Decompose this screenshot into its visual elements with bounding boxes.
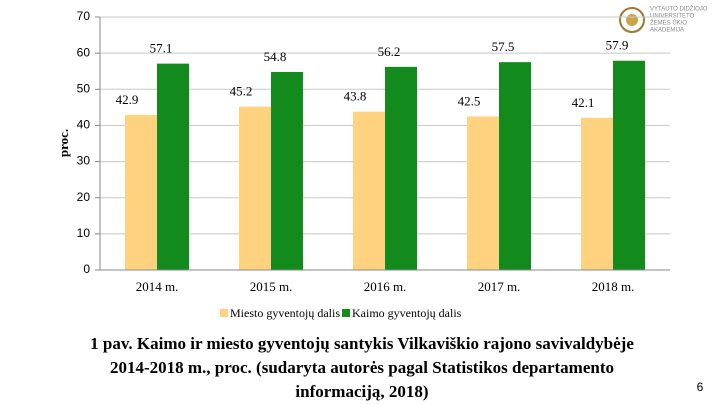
x-tick-label: 2014 m.: [136, 279, 179, 294]
value-label: 42.5: [458, 93, 481, 108]
bar: [385, 66, 417, 271]
value-label: 57.9: [606, 38, 629, 53]
logo: VYTAUTO DIDŽIOJO UNIVERSITETO ŽEMĖS ŪKIO…: [619, 5, 708, 34]
bar: [157, 63, 189, 271]
y-tick-label: 10: [77, 226, 91, 240]
bar: [353, 111, 385, 271]
value-label: 57.1: [150, 41, 173, 56]
value-label: 57.5: [492, 39, 515, 54]
y-tick-label: 40: [77, 118, 91, 132]
caption: 2014-2018 m., proc. (sudaryta autorės pa…: [110, 358, 614, 377]
legend-label: Miesto gyventojų dalis: [230, 306, 340, 320]
bar: [613, 60, 645, 271]
bar: [581, 117, 613, 271]
y-tick-label: 20: [77, 190, 91, 204]
caption: 1 pav. Kaimo ir miesto gyventojų santyki…: [90, 334, 634, 353]
bar: [467, 116, 499, 271]
value-label: 42.1: [572, 95, 595, 110]
logo-text: AKADEMIJA: [650, 28, 684, 34]
y-axis-label: proc.: [56, 129, 71, 157]
logo-seal: [619, 7, 645, 33]
value-label: 45.2: [230, 84, 253, 99]
legend-swatch: [342, 309, 350, 317]
y-tick-label: 70: [77, 9, 91, 23]
bar: [125, 114, 157, 270]
bar: [271, 71, 303, 271]
legend-swatch: [220, 309, 228, 317]
logo-text: UNIVERSITETO: [650, 14, 695, 20]
value-label: 42.9: [116, 92, 139, 107]
y-tick-label: 60: [77, 45, 91, 59]
x-tick-label: 2016 m.: [364, 279, 407, 294]
logo-text: VYTAUTO DIDŽIOJO: [650, 5, 708, 13]
logo-seal-center: [626, 14, 638, 26]
value-label: 56.2: [378, 44, 401, 59]
y-tick-label: 30: [77, 154, 91, 168]
x-tick-label: 2017 m.: [478, 279, 521, 294]
bar: [239, 106, 271, 271]
y-tick-label: 50: [77, 81, 91, 95]
x-tick-label: 2015 m.: [250, 279, 293, 294]
caption: informaciją, 2018): [295, 382, 428, 401]
bar: [499, 62, 531, 270]
value-label: 54.8: [264, 49, 287, 64]
page-number: 6: [697, 380, 704, 394]
value-label: 43.8: [344, 89, 367, 104]
y-tick-label: 0: [83, 262, 90, 276]
x-tick-label: 2018 m.: [592, 279, 635, 294]
logo-text: ŽEMĖS ŪKIO: [650, 19, 687, 27]
legend-label: Kaimo gyventojų dalis: [352, 306, 462, 320]
